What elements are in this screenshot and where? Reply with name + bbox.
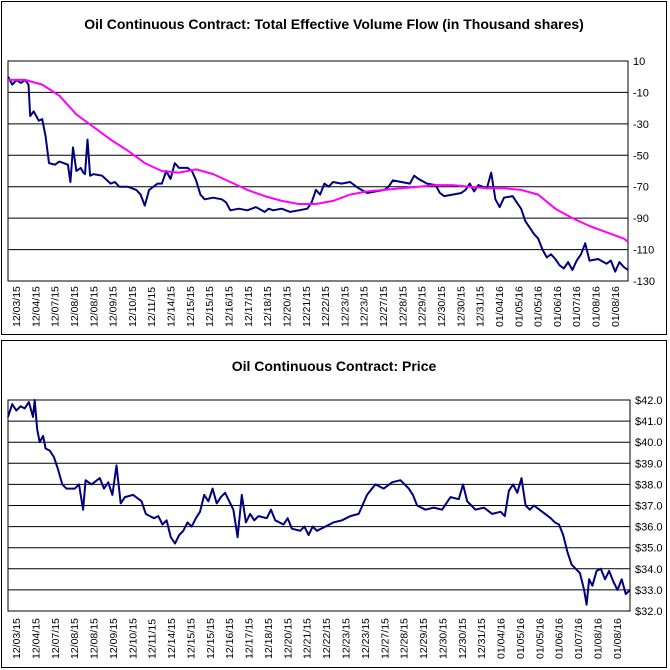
x-tick-label: 12/23/15 [341, 618, 353, 659]
x-tick-label: 12/09/15 [108, 286, 120, 327]
x-tick-label: 12/29/15 [418, 618, 430, 659]
x-tick-label: 12/17/15 [243, 286, 255, 327]
y-tick-label: $37.0 [635, 501, 663, 513]
y-tick-label: $34.0 [635, 564, 663, 576]
x-tick-label: 01/08/16 [593, 618, 605, 659]
y-tick-label: $39.0 [635, 458, 663, 470]
x-tick-label: 01/05/16 [533, 286, 545, 327]
x-tick-label: 12/28/15 [397, 286, 409, 327]
x-tick-label: 12/21/15 [301, 286, 313, 327]
x-tick-label: 12/31/15 [475, 286, 487, 327]
y-tick-label: $41.0 [635, 416, 663, 428]
x-tick-label: 12/15/15 [185, 618, 197, 659]
x-tick-label: 01/07/16 [573, 618, 585, 659]
x-tick-label: 01/06/16 [554, 618, 566, 659]
x-tick-label: 01/05/16 [534, 618, 546, 659]
y-tick-label: -110 [633, 245, 654, 257]
x-tick-label: 12/16/15 [224, 618, 236, 659]
y-tick-label: -30 [633, 119, 649, 131]
x-tick-label: 12/14/15 [166, 618, 178, 659]
x-tick-label: 12/15/15 [204, 286, 216, 327]
x-tick-label: 12/09/15 [108, 618, 120, 659]
x-tick-label: 12/22/15 [320, 286, 332, 327]
x-tick-label: 12/20/15 [282, 618, 294, 659]
x-tick-label: 12/16/15 [224, 286, 236, 327]
x-tick-label: 12/07/15 [50, 286, 62, 327]
x-tick-label: 12/21/15 [302, 618, 314, 659]
y-tick-label: $38.0 [635, 479, 663, 491]
price-chart-panel: Oil Continuous Contract: Price $42.0 $41.… [1, 340, 667, 668]
x-tick-label: 01/05/16 [515, 618, 527, 659]
x-tick-label: 12/30/15 [436, 286, 448, 327]
x-tick-label: 01/04/16 [496, 618, 508, 659]
series-line [7, 76, 629, 273]
x-tick-label: 12/10/15 [127, 618, 139, 659]
x-tick-label: 12/03/15 [11, 618, 23, 659]
x-tick-label: 12/30/15 [437, 618, 449, 659]
x-tick-label: 01/08/16 [612, 618, 624, 659]
x-tick-label: 01/04/16 [494, 286, 506, 327]
x-tick-label: 01/08/16 [610, 286, 622, 327]
x-tick-label: 01/07/16 [571, 286, 583, 327]
volume-flow-chart-panel: Oil Continuous Contract: Total Effective… [1, 1, 667, 335]
y-tick-label: $35.0 [635, 543, 663, 555]
x-tick-label: 12/30/15 [457, 618, 469, 659]
x-tick-label: 12/30/15 [455, 286, 467, 327]
x-tick-label: 12/08/15 [69, 618, 81, 659]
x-tick-label: 12/10/15 [127, 286, 139, 327]
chart-title: Oil Continuous Contract: Total Effective… [84, 16, 584, 32]
x-tick-label: 01/05/16 [513, 286, 525, 327]
x-tick-label: 12/07/15 [50, 618, 62, 659]
x-tick-label: 12/18/15 [263, 618, 275, 659]
x-tick-label: 12/14/15 [166, 286, 178, 327]
plot-area-frame [7, 60, 629, 282]
price-chart: $42.0 $41.0 $40.0 $39.0 $38.0 $37.0 $36.0 $35.0… [7, 395, 663, 659]
x-tick-label: 12/23/15 [339, 286, 351, 327]
y-tick-label: 10 [633, 56, 645, 68]
x-tick-label: 12/15/15 [185, 286, 197, 327]
x-tick-label: 12/11/15 [147, 619, 159, 659]
x-tick-label: 12/27/15 [378, 286, 390, 327]
x-tick-label: 12/31/15 [476, 618, 488, 659]
x-tick-label: 12/27/15 [379, 618, 391, 659]
x-tick-label: 12/04/15 [30, 286, 42, 327]
x-tick-label: 12/23/15 [359, 286, 371, 327]
x-tick-label: 12/08/15 [88, 286, 100, 327]
y-tick-label: $32.0 [635, 606, 663, 618]
x-tick-label: 01/08/16 [591, 286, 603, 327]
x-tick-label: 01/06/16 [552, 286, 564, 327]
x-tick-label: 12/03/15 [11, 286, 23, 327]
y-tick-label: -50 [633, 150, 649, 162]
y-tick-label: $36.0 [635, 522, 663, 534]
x-tick-label: 12/17/15 [244, 618, 256, 659]
x-tick-label: 12/04/15 [30, 618, 42, 659]
plot-area-frame [7, 399, 631, 612]
x-tick-label: 12/15/15 [205, 618, 217, 659]
y-tick-label: -130 [633, 276, 655, 288]
y-tick-label: -70 [633, 182, 649, 194]
x-tick-label: 12/23/15 [360, 618, 372, 659]
x-tick-label: 12/29/15 [417, 286, 429, 327]
x-tick-label: 12/08/15 [69, 286, 81, 327]
y-tick-label: -10 [633, 87, 649, 99]
x-tick-label: 12/20/15 [282, 286, 294, 327]
x-tick-label: 12/08/15 [89, 618, 101, 659]
x-tick-label: 12/28/15 [399, 618, 411, 659]
x-tick-label: 12/22/15 [321, 618, 333, 659]
y-tick-label: $42.0 [635, 395, 663, 407]
x-tick-label: 12/18/15 [262, 286, 274, 327]
chart-title: Oil Continuous Contract: Price [231, 358, 437, 374]
x-tick-label: 12/11/15 [146, 287, 158, 327]
volume-flow-chart: 10 -10 -30 -50 -70 -90 -110 -130 12/03/15 12/04/1… [7, 56, 655, 327]
y-tick-label: -90 [633, 213, 649, 225]
y-tick-label: $33.0 [635, 585, 663, 597]
series-line [8, 78, 629, 243]
series-line [7, 399, 631, 606]
y-tick-label: $40.0 [635, 437, 663, 449]
